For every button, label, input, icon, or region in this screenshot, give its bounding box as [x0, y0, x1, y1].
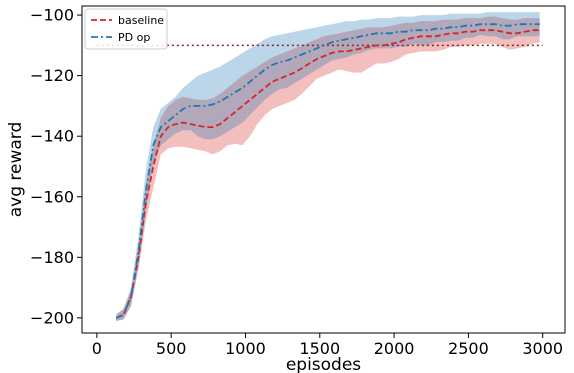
legend-label: baseline: [118, 14, 164, 27]
x-axis-ticks: 0 500 1000 1500 2000 2500 3000: [92, 333, 563, 358]
x-tick-label: 0: [92, 339, 102, 358]
y-tick-label: −200: [30, 308, 74, 327]
y-tick-label: −100: [30, 6, 74, 25]
x-axis-title: episodes: [286, 355, 361, 373]
band-pd-op: [116, 12, 540, 321]
legend-box: [84, 8, 168, 50]
y-tick-label: −180: [30, 248, 74, 267]
line-pd-op: [115, 23, 540, 319]
legend: baseline PD op: [84, 8, 168, 50]
x-tick-label: 3000: [522, 339, 563, 358]
y-tick-label: −140: [30, 127, 74, 146]
x-tick-label: 1000: [225, 339, 266, 358]
x-tick-label: 1500: [299, 339, 340, 358]
x-tick-label: 500: [156, 339, 187, 358]
confidence-bands: [116, 12, 540, 321]
x-tick-label: 2000: [374, 339, 415, 358]
x-tick-label: 2500: [448, 339, 489, 358]
y-tick-label: −160: [30, 187, 74, 206]
y-axis-title: avg reward: [6, 122, 26, 218]
y-tick-label: −120: [30, 66, 74, 85]
series-lines: [115, 23, 540, 319]
legend-label: PD op: [118, 31, 150, 44]
plot-frame: [81, 5, 566, 334]
band-baseline: [116, 16, 540, 321]
y-axis-ticks: −200 −180 −160 −140 −120 −100: [30, 6, 82, 327]
